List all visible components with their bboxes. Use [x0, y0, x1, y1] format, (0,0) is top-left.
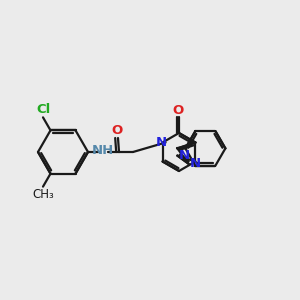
Text: O: O — [172, 103, 184, 116]
Text: Cl: Cl — [36, 103, 50, 116]
Text: N: N — [190, 157, 201, 170]
Text: N: N — [156, 136, 167, 149]
Text: N: N — [178, 149, 190, 162]
Text: O: O — [111, 124, 123, 137]
Text: NH: NH — [92, 145, 114, 158]
Text: CH₃: CH₃ — [32, 188, 54, 201]
